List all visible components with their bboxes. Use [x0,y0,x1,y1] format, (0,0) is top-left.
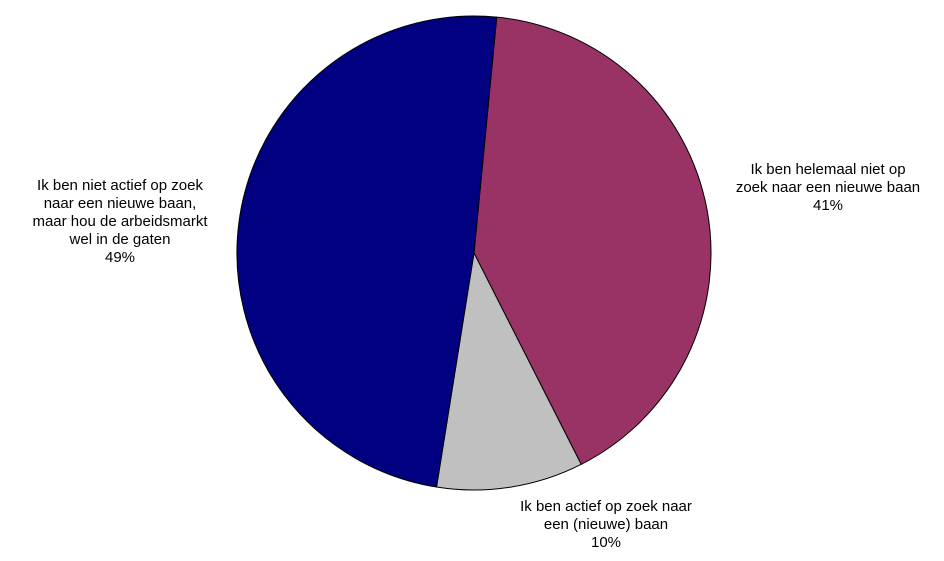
pie-slice-value-label: 41% [813,197,843,214]
pie-slice-label-line: maar hou de arbeidsmarkt [32,213,208,230]
pie-slice-label-line: naar een nieuwe baan, [44,195,197,212]
pie-slice-label-line: Ik ben actief op zoek naar [520,498,692,515]
pie-slice-label-line: een (nieuwe) baan [544,516,668,533]
pie-slice-label-line: wel in de gaten [69,231,171,248]
pie-slice-label-line: Ik ben helemaal niet op [750,161,905,178]
pie-slice-0 [473,16,712,466]
pie-slices [236,15,712,491]
pie-slice-2 [236,15,498,488]
pie-slice-1 [435,251,582,491]
pie-slice-value-label: 49% [105,249,135,266]
pie-slice-label-line: Ik ben niet actief op zoek [37,177,203,194]
pie-slice-value-label: 10% [591,534,621,551]
pie-slice-label-line: zoek naar een nieuwe baan [736,179,920,196]
